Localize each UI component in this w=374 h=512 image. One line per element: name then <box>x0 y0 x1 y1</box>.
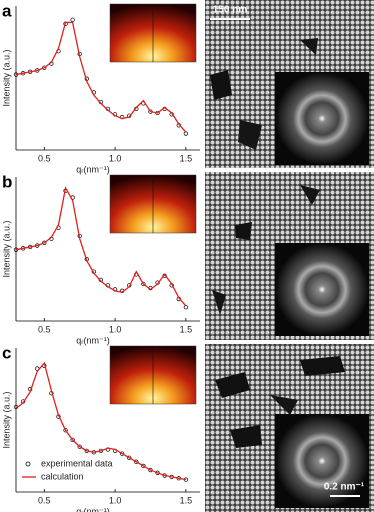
data-point <box>70 437 75 443</box>
x-tick-label: 1.0 <box>109 495 122 505</box>
data-point <box>183 305 188 310</box>
y-axis-label: Intensity (a.u.) <box>1 49 11 106</box>
x-tick-label: 1.5 <box>180 153 193 163</box>
panel-label: c <box>2 343 11 362</box>
data-point <box>148 467 153 473</box>
y-axis-label: Intensity (a.u.) <box>1 391 11 448</box>
scale-bar-label: 0.2 nm⁻¹ <box>324 482 365 493</box>
x-axis-label: qᵣ(nm⁻¹) <box>76 164 109 174</box>
y-axis-label: Intensity (a.u.) <box>1 220 11 277</box>
line <box>15 186 187 307</box>
data-point <box>70 17 75 22</box>
data-point <box>120 451 125 456</box>
x-axis-label: qᵣ(nm⁻¹) <box>76 506 109 512</box>
data-point <box>127 455 132 460</box>
data-point <box>155 470 160 475</box>
legend-marker <box>25 461 31 467</box>
scale-bar-label: 150 nm <box>213 5 248 16</box>
x-tick-label: 0.5 <box>38 153 51 163</box>
legend-label: experimental data <box>41 458 113 468</box>
line <box>15 361 186 481</box>
data-point <box>183 131 188 136</box>
x-tick-label: 1.5 <box>180 495 193 505</box>
panel-label: b <box>2 172 12 191</box>
sem-image <box>205 0 374 512</box>
x-tick-label: 1.0 <box>109 324 122 334</box>
x-tick-label: 0.5 <box>38 495 51 505</box>
x-axis-label: qᵣ(nm⁻¹) <box>76 335 109 345</box>
panel-label: a <box>2 1 12 20</box>
data-point <box>141 463 146 469</box>
x-tick-label: 0.5 <box>38 324 51 334</box>
line <box>15 21 187 133</box>
data-point <box>42 240 47 245</box>
data-point <box>141 281 146 287</box>
data-point <box>63 428 68 433</box>
legend-label: calculation <box>41 471 84 481</box>
x-tick-label: 1.5 <box>180 324 193 334</box>
data-point <box>77 444 82 449</box>
x-tick-label: 1.0 <box>109 153 122 163</box>
data-point <box>42 65 47 70</box>
gisaxs-inset <box>109 3 197 405</box>
data-point <box>134 459 139 464</box>
